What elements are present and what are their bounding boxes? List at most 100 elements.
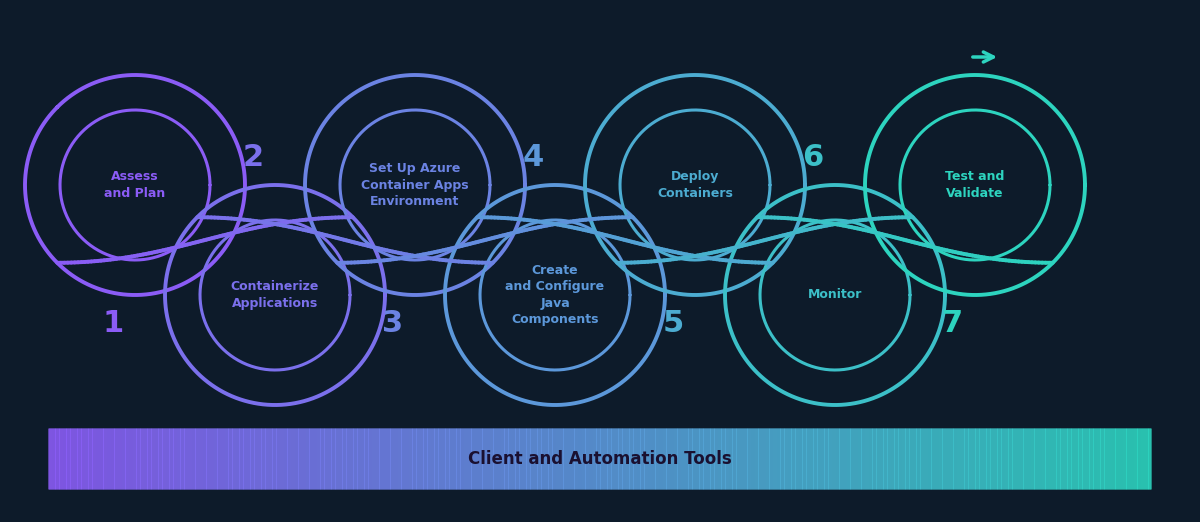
Bar	[575, 428, 578, 490]
Bar	[578, 428, 582, 490]
Bar	[614, 428, 619, 490]
Bar	[946, 428, 950, 490]
Text: Deploy
Containers: Deploy Containers	[658, 170, 733, 200]
Bar	[956, 428, 961, 490]
Bar	[780, 428, 785, 490]
Bar	[144, 428, 148, 490]
Bar	[475, 428, 479, 490]
Bar	[1111, 428, 1116, 490]
Bar	[1027, 428, 1031, 490]
Bar	[1127, 428, 1130, 490]
Bar	[703, 428, 707, 490]
Bar	[368, 428, 372, 490]
Bar	[313, 428, 317, 490]
Bar	[196, 428, 199, 490]
Bar	[416, 428, 420, 490]
Bar	[710, 428, 714, 490]
Bar	[338, 428, 343, 490]
Bar	[280, 428, 284, 490]
Bar	[692, 428, 696, 490]
Bar	[479, 428, 482, 490]
Bar	[622, 428, 626, 490]
Bar	[320, 428, 324, 490]
Text: Monitor: Monitor	[808, 289, 862, 302]
Bar	[1034, 428, 1038, 490]
Bar	[545, 428, 548, 490]
Bar	[1031, 428, 1034, 490]
Bar	[217, 428, 222, 490]
Bar	[1097, 428, 1100, 490]
Bar	[876, 428, 880, 490]
Bar	[979, 428, 983, 490]
Bar	[184, 428, 188, 490]
Bar	[358, 428, 361, 490]
Bar	[680, 428, 685, 490]
Bar	[520, 428, 523, 490]
Bar	[232, 428, 236, 490]
Bar	[1072, 428, 1075, 490]
Bar	[166, 428, 170, 490]
Bar	[180, 428, 185, 490]
Bar	[464, 428, 468, 490]
Bar	[224, 428, 229, 490]
Bar	[1052, 428, 1057, 490]
Bar	[986, 428, 990, 490]
Bar	[497, 428, 502, 490]
Bar	[254, 428, 258, 490]
Bar	[1100, 428, 1105, 490]
Bar	[420, 428, 424, 490]
Bar	[1145, 428, 1148, 490]
Bar	[235, 428, 240, 490]
Bar	[376, 428, 379, 490]
Bar	[806, 428, 810, 490]
Bar	[938, 428, 943, 490]
Bar	[354, 428, 358, 490]
Bar	[1141, 428, 1145, 490]
Bar	[244, 428, 247, 490]
Bar	[541, 428, 545, 490]
Bar	[379, 428, 383, 490]
Bar	[1038, 428, 1042, 490]
Bar	[118, 428, 122, 490]
Bar	[869, 428, 872, 490]
Bar	[1115, 428, 1120, 490]
Bar	[438, 428, 443, 490]
Bar	[924, 428, 928, 490]
Bar	[721, 428, 726, 490]
Bar	[906, 428, 910, 490]
Bar	[586, 428, 589, 490]
Bar	[121, 428, 126, 490]
Bar	[527, 428, 530, 490]
Text: Containerize
Applications: Containerize Applications	[230, 280, 319, 310]
Bar	[413, 428, 416, 490]
Bar	[82, 428, 85, 490]
Bar	[1093, 428, 1097, 490]
Text: Assess
and Plan: Assess and Plan	[104, 170, 166, 200]
Bar	[935, 428, 940, 490]
Bar	[365, 428, 368, 490]
Bar	[239, 428, 244, 490]
Bar	[203, 428, 206, 490]
Bar	[865, 428, 869, 490]
Bar	[582, 428, 586, 490]
Bar	[670, 428, 674, 490]
Bar	[994, 428, 998, 490]
Bar	[634, 428, 637, 490]
Bar	[1086, 428, 1090, 490]
Bar	[346, 428, 350, 490]
Bar	[1042, 428, 1045, 490]
Text: Test and
Validate: Test and Validate	[946, 170, 1004, 200]
Bar	[294, 428, 299, 490]
Bar	[758, 428, 762, 490]
Bar	[73, 428, 78, 490]
Bar	[1122, 428, 1127, 490]
Bar	[990, 428, 995, 490]
Bar	[641, 428, 644, 490]
Bar	[349, 428, 354, 490]
Bar	[858, 428, 862, 490]
Bar	[917, 428, 920, 490]
Bar	[324, 428, 328, 490]
Bar	[1049, 428, 1054, 490]
Bar	[449, 428, 454, 490]
Bar	[530, 428, 534, 490]
